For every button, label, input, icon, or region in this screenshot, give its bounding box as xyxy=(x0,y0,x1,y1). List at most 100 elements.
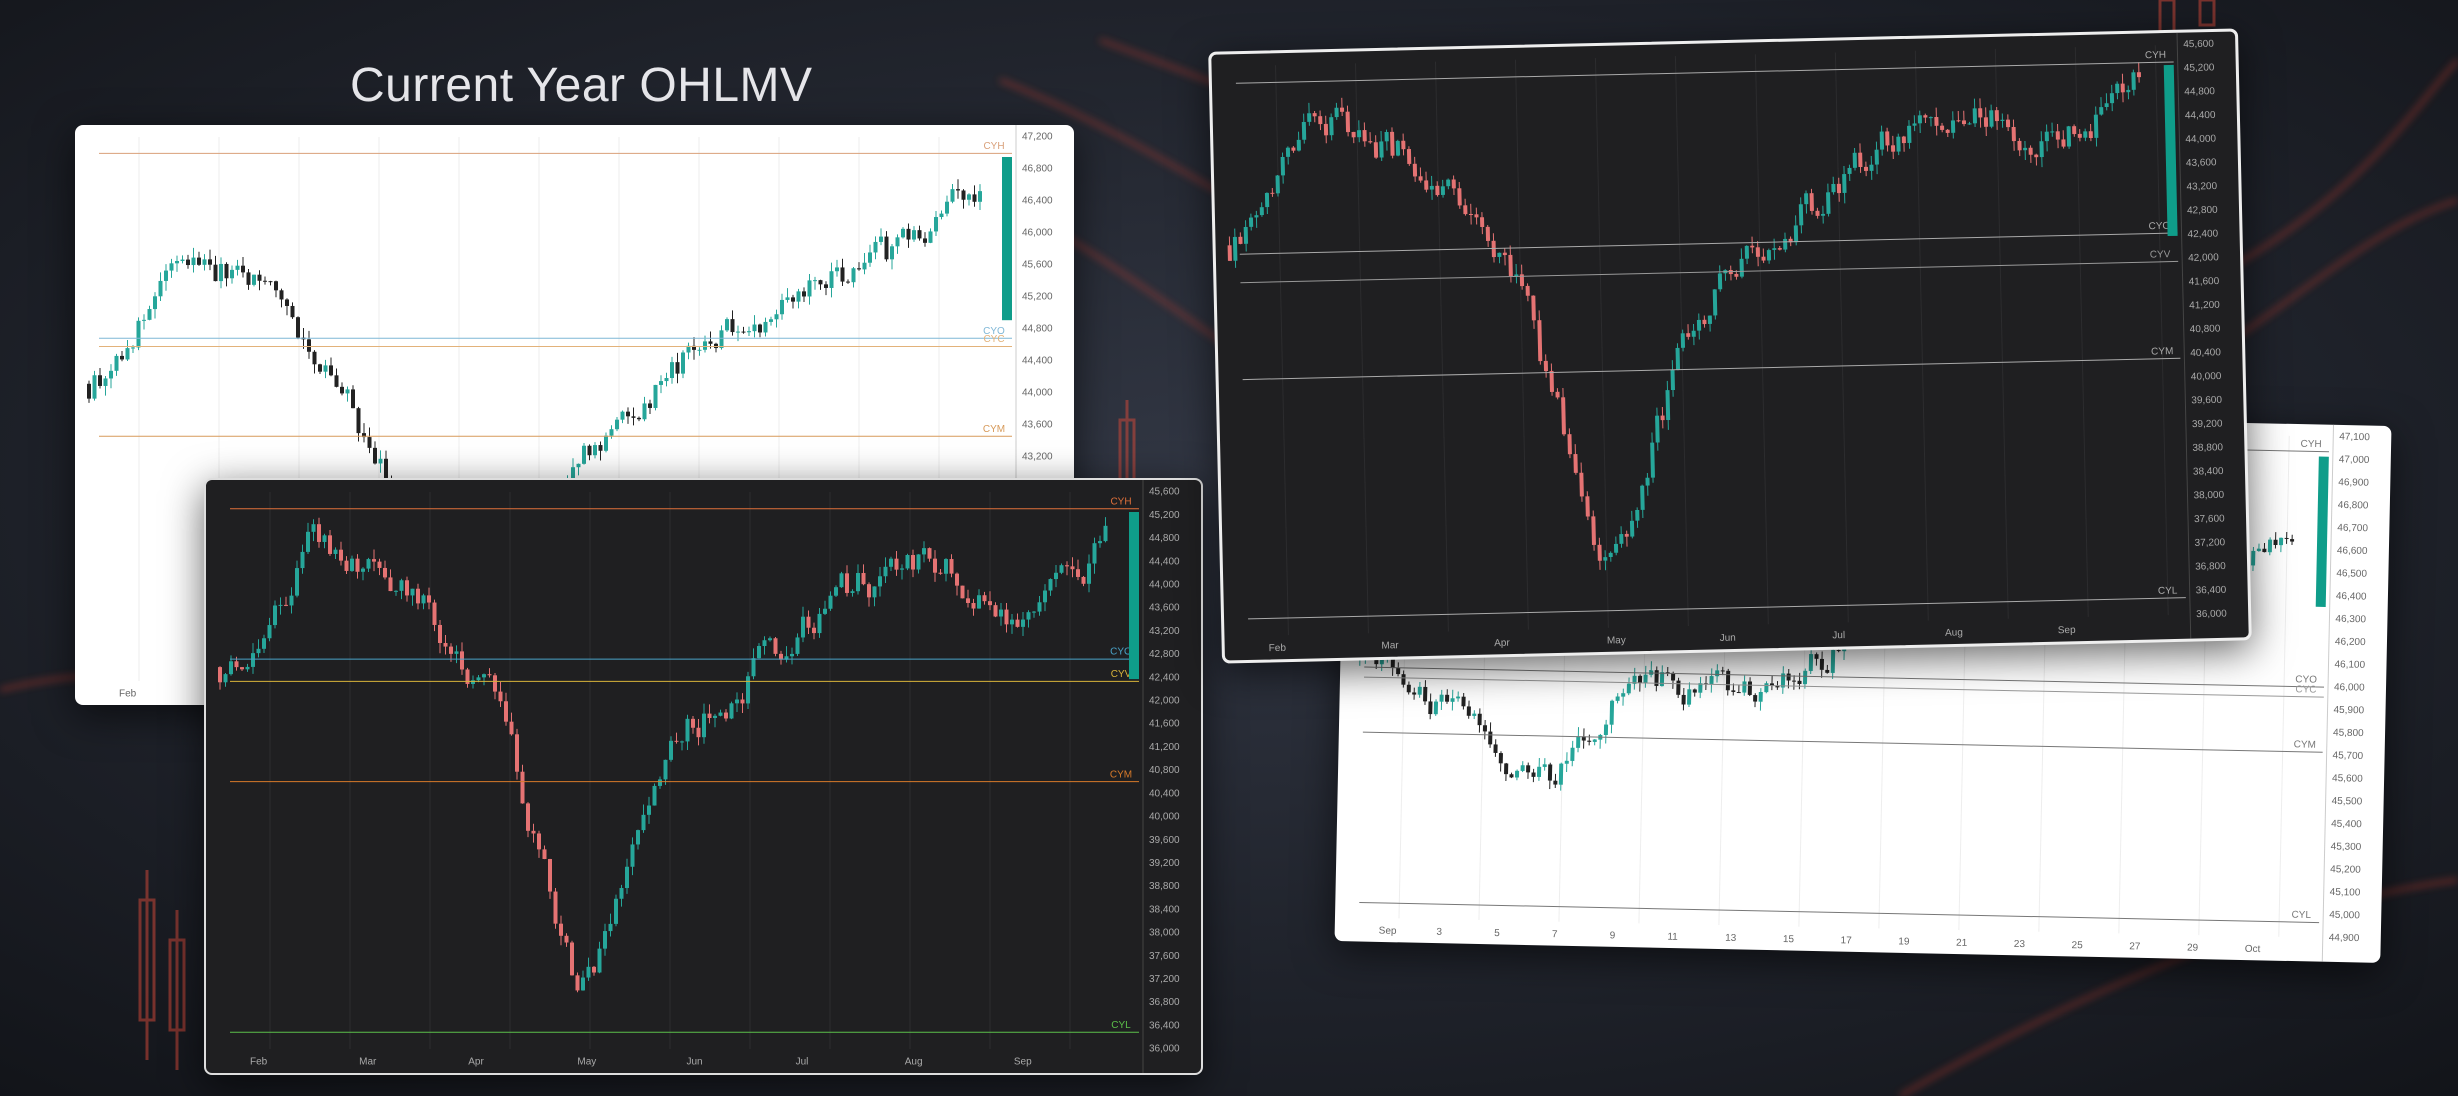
level-line xyxy=(1248,597,2186,620)
candle xyxy=(1734,273,1739,277)
candle xyxy=(1709,675,1714,685)
candle xyxy=(1613,543,1619,553)
price-tick-label: 45,600 xyxy=(1149,487,1180,498)
candle xyxy=(999,609,1003,617)
candle xyxy=(1836,183,1842,194)
price-tick-label: 44,400 xyxy=(1022,356,1053,367)
candle xyxy=(1603,557,1608,561)
candle xyxy=(1010,619,1014,625)
candle xyxy=(131,347,135,349)
candle xyxy=(2093,114,2099,138)
time-label: May xyxy=(1607,635,1626,646)
candle xyxy=(1780,673,1786,688)
price-tick-label: 41,600 xyxy=(1149,719,1180,730)
candle xyxy=(691,718,695,728)
time-label: 9 xyxy=(1610,930,1616,941)
candle xyxy=(329,365,333,376)
candle xyxy=(1525,285,1530,296)
candle xyxy=(1508,254,1513,277)
candle xyxy=(1621,693,1626,697)
candle xyxy=(664,378,669,382)
candle xyxy=(1461,696,1466,707)
price-tick-label: 45,200 xyxy=(1149,510,1180,521)
level-label: CYH xyxy=(983,141,1004,152)
candle xyxy=(703,341,707,350)
candle xyxy=(1742,681,1747,693)
price-tick-label: 45,900 xyxy=(2333,705,2364,717)
candle xyxy=(169,263,174,271)
time-label: Apr xyxy=(468,1057,484,1068)
candle xyxy=(719,330,724,349)
candle xyxy=(1275,175,1280,194)
candle xyxy=(631,416,636,418)
candle xyxy=(1362,130,1367,142)
candle xyxy=(1418,176,1423,181)
candle xyxy=(895,237,900,247)
candle xyxy=(1777,248,1782,250)
candle xyxy=(278,604,283,606)
price-tick-label: 40,000 xyxy=(2191,371,2222,383)
candle xyxy=(1686,333,1691,337)
candle xyxy=(367,437,372,448)
chart: CYH CYO CYV CYM CYL 45,600 45,200 44,800 44,400 4… xyxy=(218,480,1180,1073)
candle xyxy=(1509,774,1514,778)
candle xyxy=(399,580,404,591)
candle xyxy=(317,524,321,542)
candle xyxy=(218,667,222,683)
candle xyxy=(153,296,157,310)
price-tick-label: 38,000 xyxy=(2193,490,2224,502)
price-tick-label: 46,800 xyxy=(2338,500,2369,512)
candle xyxy=(1451,179,1456,189)
candle xyxy=(1896,136,1901,152)
candle xyxy=(2066,126,2072,147)
grid-line xyxy=(1275,65,1289,636)
candle xyxy=(713,715,717,718)
candle xyxy=(240,667,244,670)
candle xyxy=(939,213,944,218)
candle xyxy=(1076,569,1080,577)
candle xyxy=(1445,694,1450,702)
grid-line xyxy=(1914,50,1929,621)
candle xyxy=(1624,533,1629,537)
candle xyxy=(2251,550,2256,566)
price-tick-label: 43,200 xyxy=(1022,452,1053,463)
candle xyxy=(1654,670,1659,686)
candle xyxy=(1863,166,1869,172)
grid-line xyxy=(1594,57,1609,628)
candle xyxy=(938,572,943,574)
time-label: Jun xyxy=(1720,633,1736,644)
candle xyxy=(708,341,713,344)
candle xyxy=(1543,360,1549,372)
candle xyxy=(454,651,459,654)
candle xyxy=(1797,680,1802,685)
candle xyxy=(823,608,827,614)
candle xyxy=(1649,670,1654,675)
candle xyxy=(1847,167,1852,174)
candle xyxy=(98,375,102,386)
candle xyxy=(197,257,201,265)
candle xyxy=(933,558,937,573)
candle xyxy=(542,849,547,860)
grid-line xyxy=(1434,61,1449,632)
candle xyxy=(1934,116,1939,126)
candle xyxy=(977,595,981,609)
candle xyxy=(1254,215,1259,218)
candle xyxy=(1498,753,1503,764)
candle xyxy=(224,263,229,279)
candle xyxy=(1591,516,1596,545)
candle xyxy=(2023,147,2028,151)
candle xyxy=(619,888,624,899)
candle xyxy=(1232,236,1238,261)
candle xyxy=(1619,534,1624,544)
candle xyxy=(1502,252,1507,256)
level-label: CYM xyxy=(2294,739,2316,750)
candle xyxy=(476,677,481,681)
candle xyxy=(311,524,316,532)
candle xyxy=(680,741,684,743)
candle xyxy=(1026,612,1031,620)
candle xyxy=(1808,654,1814,671)
chart-panel: CYH CYO CYV CYM CYL 45,600 45,200 44,800 44,400 4… xyxy=(204,478,1203,1075)
candle xyxy=(1802,670,1808,685)
candle xyxy=(653,384,658,408)
candle xyxy=(405,580,409,596)
